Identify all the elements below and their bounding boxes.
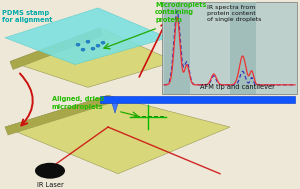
- Polygon shape: [10, 28, 175, 87]
- Text: Aligned, dried
microdroplets: Aligned, dried microdroplets: [52, 96, 104, 110]
- FancyBboxPatch shape: [100, 96, 295, 103]
- FancyBboxPatch shape: [162, 2, 297, 94]
- Polygon shape: [10, 28, 102, 70]
- Polygon shape: [5, 95, 230, 174]
- Ellipse shape: [35, 163, 65, 179]
- Text: PDMS stamp
for alignment: PDMS stamp for alignment: [2, 10, 52, 23]
- Ellipse shape: [91, 47, 95, 50]
- Ellipse shape: [76, 43, 80, 46]
- Ellipse shape: [101, 41, 105, 44]
- Polygon shape: [5, 95, 110, 135]
- Text: IR Laser: IR Laser: [37, 182, 63, 188]
- FancyBboxPatch shape: [164, 2, 190, 94]
- Text: IR spectra from
protein content
of single droplets: IR spectra from protein content of singl…: [207, 5, 261, 22]
- Polygon shape: [112, 103, 118, 113]
- Ellipse shape: [96, 44, 100, 47]
- Ellipse shape: [81, 48, 85, 51]
- Text: Microdroplets
containing
protein: Microdroplets containing protein: [155, 2, 206, 23]
- Text: AFM tip and cantilever: AFM tip and cantilever: [200, 84, 275, 90]
- FancyBboxPatch shape: [230, 2, 256, 94]
- Polygon shape: [5, 8, 168, 64]
- Ellipse shape: [86, 40, 90, 43]
